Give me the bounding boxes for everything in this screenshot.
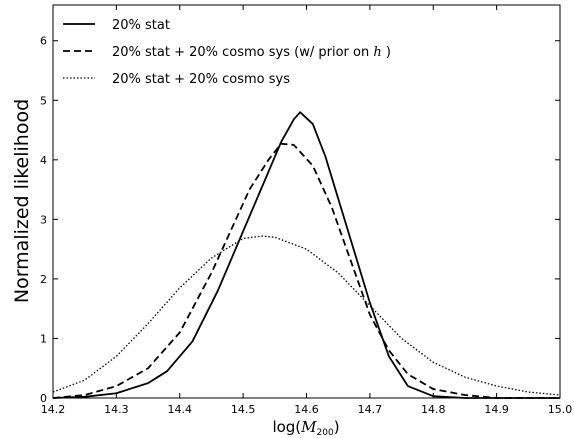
y-tick-label: 3 [40,213,47,226]
x-tick-label: 14.5 [231,403,256,416]
x-tick-label: 14.4 [168,403,193,416]
x-tick-label: 14.3 [104,403,129,416]
series-line-2 [52,142,560,399]
legend: 20% stat 20% stat + 20% cosmo sys (w/ pri… [63,18,391,87]
x-tick-label: 14.9 [484,403,509,416]
tick-layer: 14.2 14.3 14.4 14.5 14.6 14.7 14.8 14.9 15.0 0 1 2 3… [40,5,572,416]
x-tick-label: 15.0 [548,403,573,416]
y-tick-label: 4 [40,154,47,167]
x-tick-label: 14.7 [358,403,383,416]
y-tick-label: 1 [40,332,47,345]
legend-label-3: 20% stat + 20% cosmo sys [112,72,290,87]
y-tick-label: 5 [40,94,47,107]
y-tick-label: 2 [40,273,47,286]
legend-label-1: 20% stat [112,18,170,33]
legend-label-2: 20% stat + 20% cosmo sys (w/ prior on h … [112,45,391,60]
curve-layer [52,111,561,399]
x-tick-label: 14.2 [41,403,66,416]
series-line-1 [52,111,560,399]
x-tick-label: 14.6 [294,403,319,416]
y-tick-label: 6 [40,35,47,48]
x-tick-label: 14.8 [421,403,446,416]
y-tick-label: 0 [40,392,47,405]
x-axis-title: log(M200) [272,418,339,438]
y-axis-title: Normalized likelihood [11,99,33,303]
